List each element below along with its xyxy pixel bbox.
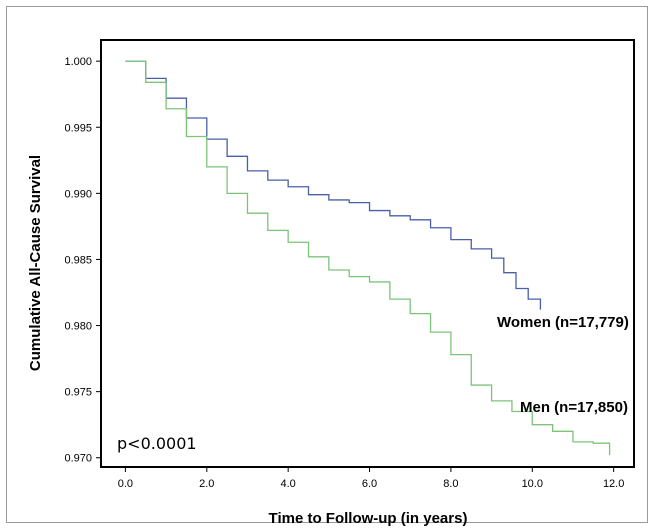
y-tick-label-3: 0.985 [64,254,92,266]
y-tick-label-6: 1.000 [64,56,92,68]
y-axis: 0.970 0.975 0.980 0.985 0.990 0.995 1.000 [64,56,101,465]
x-tick-label-6: 12.0 [603,478,624,490]
y-tick-label-4: 0.990 [64,188,92,200]
series-line-men [125,60,611,456]
x-tick-label-4: 8.0 [443,478,458,490]
women-series-label: Women (n=17,779) [497,314,629,331]
y-tick-label-1: 0.975 [64,387,92,399]
y-tick-label-0: 0.970 [64,453,92,465]
x-tick-label-1: 2.0 [199,478,214,490]
men-series-label: Men (n=17,850) [520,399,628,416]
plot-area [100,39,635,468]
x-tick-label-0: 0.0 [118,478,133,490]
series-group [125,60,611,456]
x-axis-title: Time to Follow-up (in years) [269,510,468,527]
x-tick-label-2: 4.0 [281,478,296,490]
y-tick-label-2: 0.980 [64,321,92,333]
y-axis-title: Cumulative All-Cause Survival [27,155,44,371]
x-axis: 0.0 2.0 4.0 6.0 8.0 10.0 12.0 [118,467,624,490]
y-tick-label-5: 0.995 [64,122,92,134]
figure-frame [6,6,648,523]
series-line-women [125,60,542,310]
x-tick-label-5: 10.0 [522,478,543,490]
x-tick-label-3: 6.0 [362,478,377,490]
p-value-annotation: p<0.0001 [117,434,197,453]
